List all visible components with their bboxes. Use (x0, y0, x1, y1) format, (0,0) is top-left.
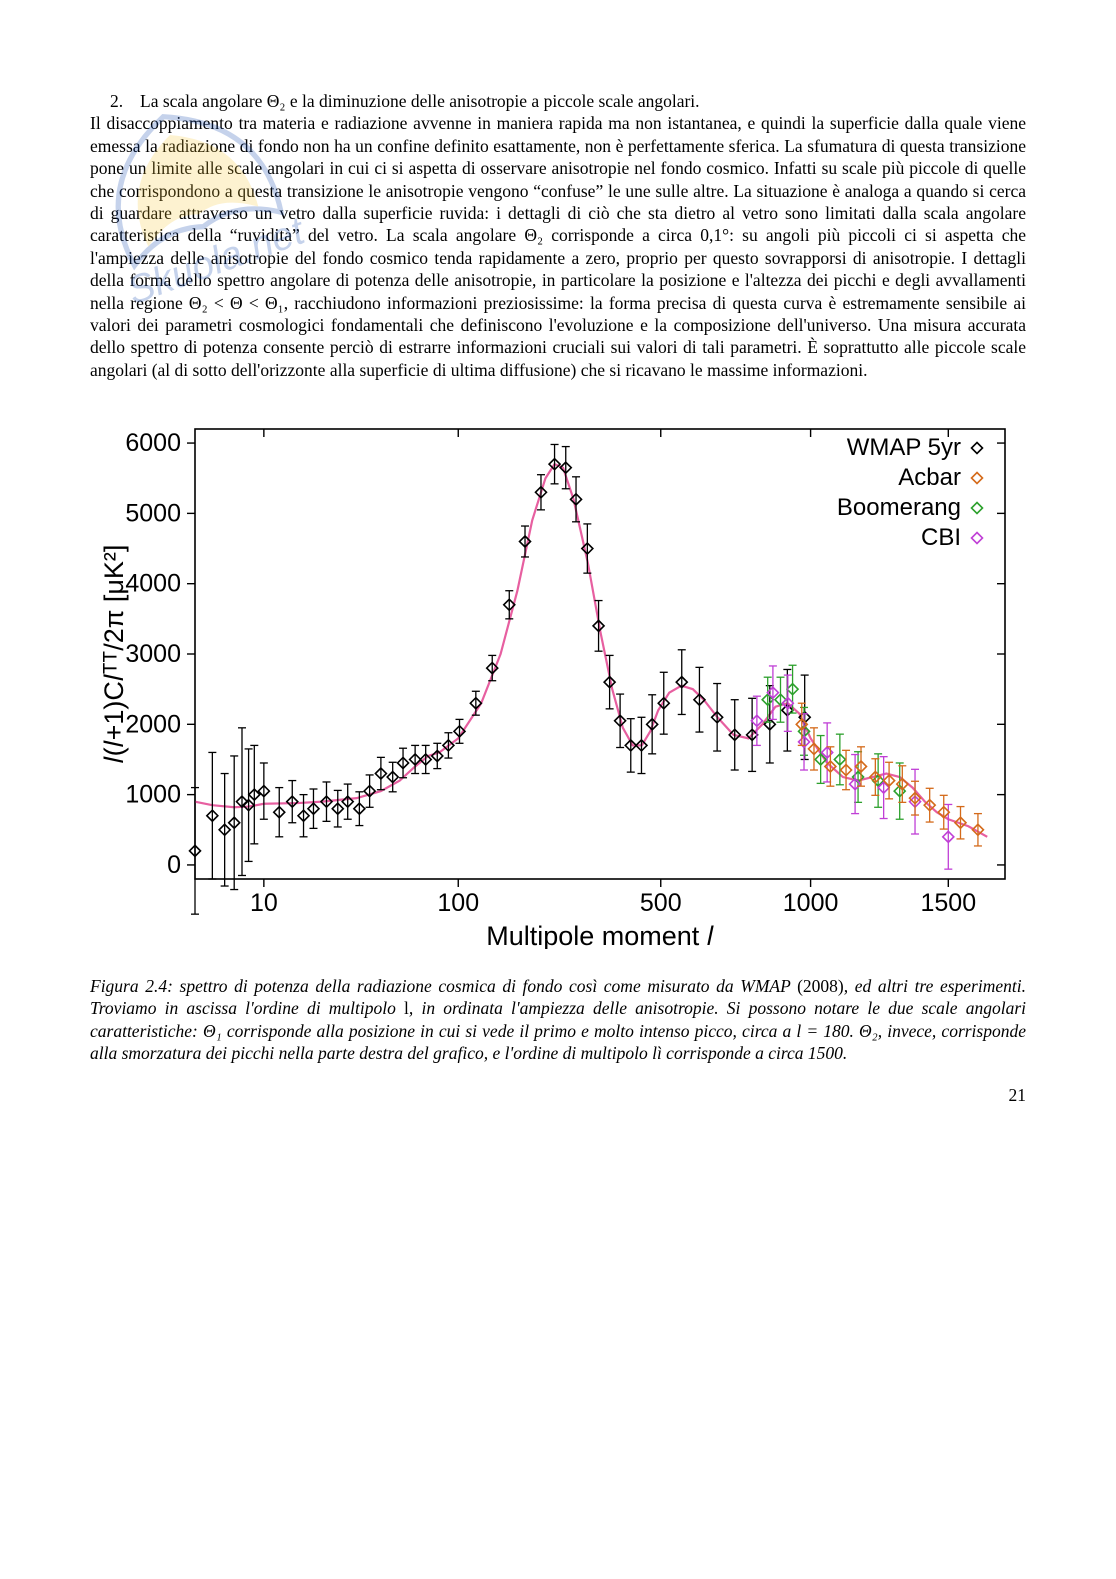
page-number: 21 (1009, 1084, 1027, 1106)
svg-text:6000: 6000 (125, 429, 181, 457)
svg-text:1000: 1000 (125, 781, 181, 809)
figure-caption: Figura 2.4: spettro di potenza della rad… (90, 975, 1026, 1065)
svg-text:Multipole moment 𝑙: Multipole moment 𝑙 (486, 921, 715, 949)
svg-text:1500: 1500 (920, 889, 976, 917)
svg-text:100: 100 (437, 889, 479, 917)
svg-text:CBI: CBI (921, 524, 961, 551)
svg-text:Acbar: Acbar (898, 464, 961, 491)
power-spectrum-chart: 0 1000 2000 3000 4000 5000 6000 10 100 500 1000 150… (90, 409, 1025, 949)
list-text: La scala angolare Θ₂ e la diminuzione de… (140, 91, 700, 111)
svg-text:5000: 5000 (125, 499, 181, 527)
body-paragraph: Il disaccoppiamento tra materia e radiaz… (90, 112, 1026, 381)
svg-text:𝑙(𝑙+1)C𝑙ᵀᵀ/2π [μK²]: 𝑙(𝑙+1)C𝑙ᵀᵀ/2π [μK²] (99, 545, 129, 764)
svg-text:2000: 2000 (125, 710, 181, 738)
svg-text:3000: 3000 (125, 640, 181, 668)
caption-year: (2008) (797, 976, 844, 996)
svg-text:WMAP 5yr: WMAP 5yr (847, 434, 961, 461)
svg-text:4000: 4000 (125, 570, 181, 598)
numbered-list-item: 2.La scala angolare Θ₂ e la diminuzione … (140, 90, 1026, 112)
list-number: 2. (110, 90, 140, 112)
svg-text:1000: 1000 (783, 889, 839, 917)
svg-text:10: 10 (250, 889, 278, 917)
svg-text:500: 500 (640, 889, 682, 917)
caption-text-1: Figura 2.4: spettro di potenza della rad… (90, 976, 797, 996)
svg-text:Boomerang: Boomerang (837, 494, 961, 521)
svg-text:0: 0 (167, 851, 181, 879)
